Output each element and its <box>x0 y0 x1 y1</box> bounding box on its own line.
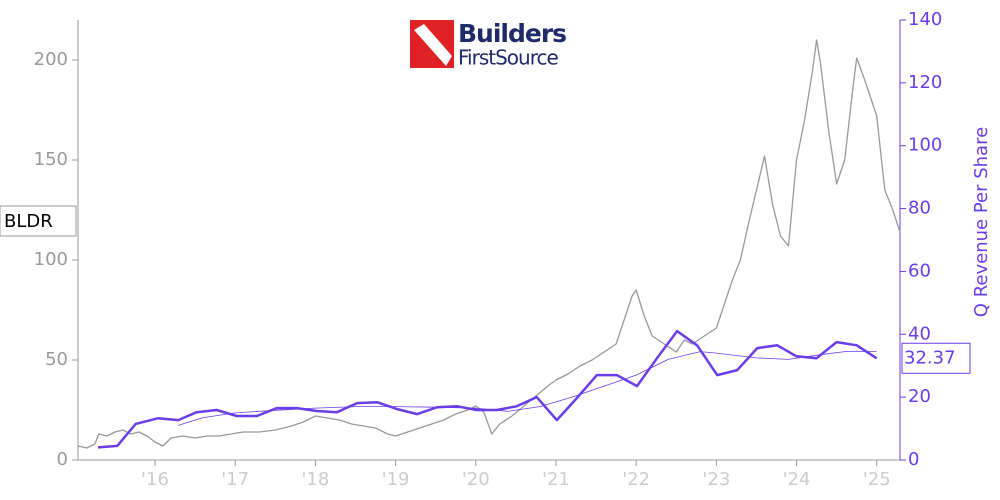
series-line <box>77 39 901 449</box>
y-tick-label: 0 <box>57 449 68 470</box>
series-tag <box>0 205 77 237</box>
y2-tick-label: 100 <box>908 135 942 156</box>
x-tick-label: '18 <box>301 469 329 490</box>
series-line <box>97 329 878 449</box>
x-tick-label: '23 <box>702 469 730 490</box>
y2-tick-label: 40 <box>908 323 931 344</box>
y2-tick-label: 140 <box>908 9 942 30</box>
x-tick-label: '16 <box>141 469 169 490</box>
x-tick-label: '22 <box>622 469 650 490</box>
y2-axis-label: Q Revenue Per Share <box>971 127 992 317</box>
last-value-box <box>901 342 971 374</box>
x-tick-label: '24 <box>783 469 811 490</box>
y2-tick-label: 80 <box>908 198 931 219</box>
y2-tick-label: 20 <box>908 386 931 407</box>
y-tick-label: 50 <box>45 349 68 370</box>
logo: Builders FirstSource <box>410 19 567 70</box>
x-tick-label: '20 <box>462 469 490 490</box>
x-tick-label: '25 <box>863 469 891 490</box>
logo-text: Builders <box>458 19 566 48</box>
logo-subtext: FirstSource <box>458 46 558 70</box>
last-value-label: 32.37 <box>904 347 956 368</box>
y2-tick-label: 60 <box>908 260 931 281</box>
y2-tick-label: 0 <box>908 449 919 470</box>
series-line <box>178 351 877 426</box>
x-tick-label: '21 <box>542 469 570 490</box>
y-tick-label: 150 <box>34 149 68 170</box>
series-name: BLDR <box>4 211 53 232</box>
y2-tick-label: 120 <box>908 72 942 93</box>
y-tick-label: 100 <box>34 249 68 270</box>
x-tick-label: '19 <box>382 469 410 490</box>
logo-icon-mark <box>414 24 452 66</box>
y-tick-label: 200 <box>34 49 68 70</box>
series-tag-box <box>0 205 77 237</box>
x-tick-label: '17 <box>221 469 249 490</box>
